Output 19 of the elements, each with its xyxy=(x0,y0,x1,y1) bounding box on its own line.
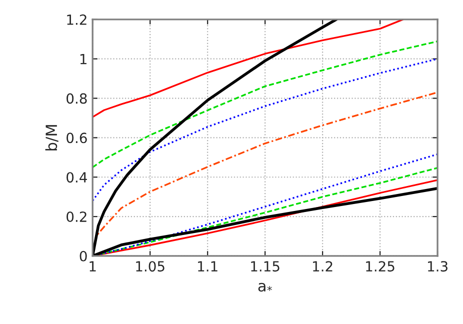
x-tick-label: 1.15 xyxy=(251,261,280,272)
y-tick-label: 1.2 xyxy=(67,14,86,25)
x-tick-label: 1.2 xyxy=(313,261,332,272)
y-axis-title: b/M xyxy=(45,125,58,150)
line-series xyxy=(92,40,438,168)
y-tick-label: 0.8 xyxy=(66,93,87,104)
line-series xyxy=(92,19,404,118)
x-tick-label: 1 xyxy=(90,261,96,272)
y-tick-label: 0.2 xyxy=(66,212,86,222)
x-tick-label: 1.25 xyxy=(366,261,394,272)
line-series xyxy=(92,58,438,202)
x-tick-label: 1.3 xyxy=(428,261,448,272)
x-tick-label: 1.1 xyxy=(198,261,218,272)
x-axis-title: a$_{*}$ xyxy=(258,282,272,292)
y-tick-label: 0 xyxy=(80,250,87,262)
y-tick-label: 1 xyxy=(80,54,86,64)
x-tick-label: 1.05 xyxy=(136,261,164,272)
y-tick-label: 0.6 xyxy=(66,132,87,144)
y-tick-label: 0.4 xyxy=(66,172,87,183)
